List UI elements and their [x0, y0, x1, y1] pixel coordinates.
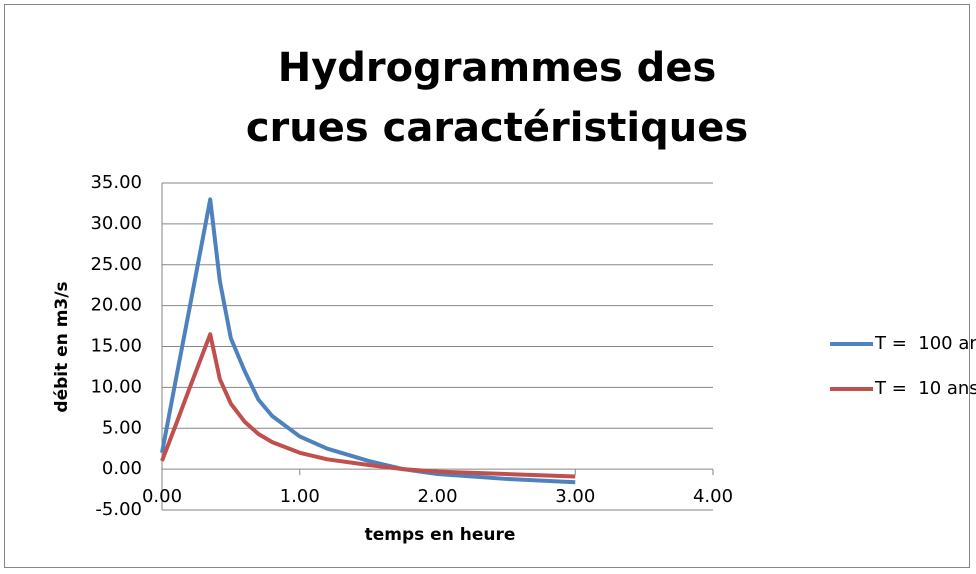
- y-tick-label: 35.00: [90, 172, 142, 193]
- x-tick-label: 2.00: [417, 486, 457, 507]
- chart-title: Hydrogrammes des crues caractéristiques: [245, 45, 749, 151]
- x-tick-label: 3.00: [555, 486, 595, 507]
- legend-label: T = 100 ans: [874, 333, 976, 354]
- y-tick-label: 25.00: [90, 254, 142, 275]
- y-tick-label: 20.00: [90, 295, 142, 316]
- x-axis-label: temps en heure: [365, 525, 516, 545]
- y-tick-label: 10.00: [90, 376, 142, 397]
- series-line: [160, 197, 576, 485]
- chart-frame: [4, 4, 970, 568]
- y-tick-label: 5.00: [102, 417, 142, 438]
- y-tick-label: 30.00: [90, 213, 142, 234]
- y-tick-label: 15.00: [90, 336, 142, 357]
- series-line: [160, 332, 576, 479]
- x-tick-label: 0.00: [142, 486, 182, 507]
- y-axis-label: débit en m3/s: [52, 281, 72, 412]
- y-tick-label: 0.00: [102, 458, 142, 479]
- x-tick-label: 4.00: [693, 486, 733, 507]
- legend-label: T = 10 ans: [874, 378, 976, 399]
- y-tick-label: -5.00: [95, 499, 142, 520]
- x-tick-label: 1.00: [280, 486, 320, 507]
